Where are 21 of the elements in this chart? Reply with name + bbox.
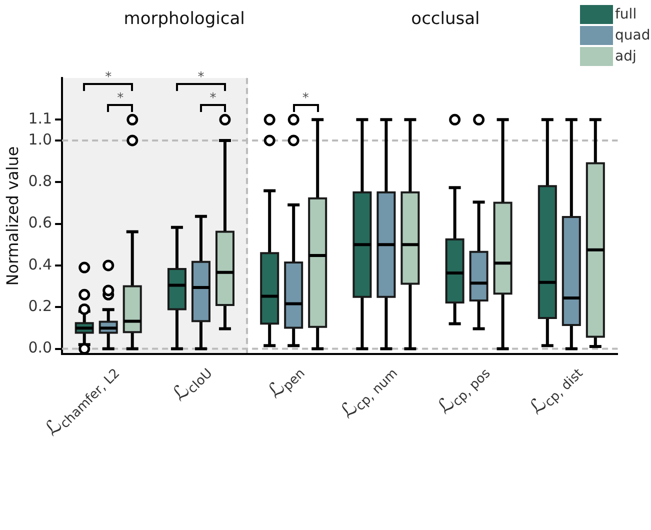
y-tick-label: 1.1 — [28, 110, 52, 128]
y-tick-label: 0.2 — [28, 297, 52, 316]
y-tick-label: 0.6 — [28, 214, 52, 232]
y-tick-label: 0.8 — [28, 172, 52, 190]
x-tick-label: ℒcp, dist — [524, 366, 586, 419]
y-tick-label: 1.0 — [28, 130, 52, 148]
annotation: * — [196, 70, 206, 86]
y-tick-label: 0.4 — [28, 255, 52, 274]
legend-label: full — [615, 6, 637, 23]
y-axis-title: Normalized value — [2, 146, 22, 286]
x-tick-label: ℒpen — [262, 366, 308, 403]
annotation: * — [301, 91, 310, 106]
legend-label: adj — [615, 48, 636, 65]
annotation: * — [116, 91, 125, 106]
legend-label: quad — [615, 28, 650, 44]
x-tick-label: ℒcp, pos — [432, 366, 494, 418]
annotation: * — [208, 91, 218, 106]
annotation: * — [104, 70, 113, 86]
text: occlusal — [411, 9, 480, 29]
text: morphological — [124, 9, 245, 29]
y-tick-label: 0.0 — [28, 338, 52, 357]
